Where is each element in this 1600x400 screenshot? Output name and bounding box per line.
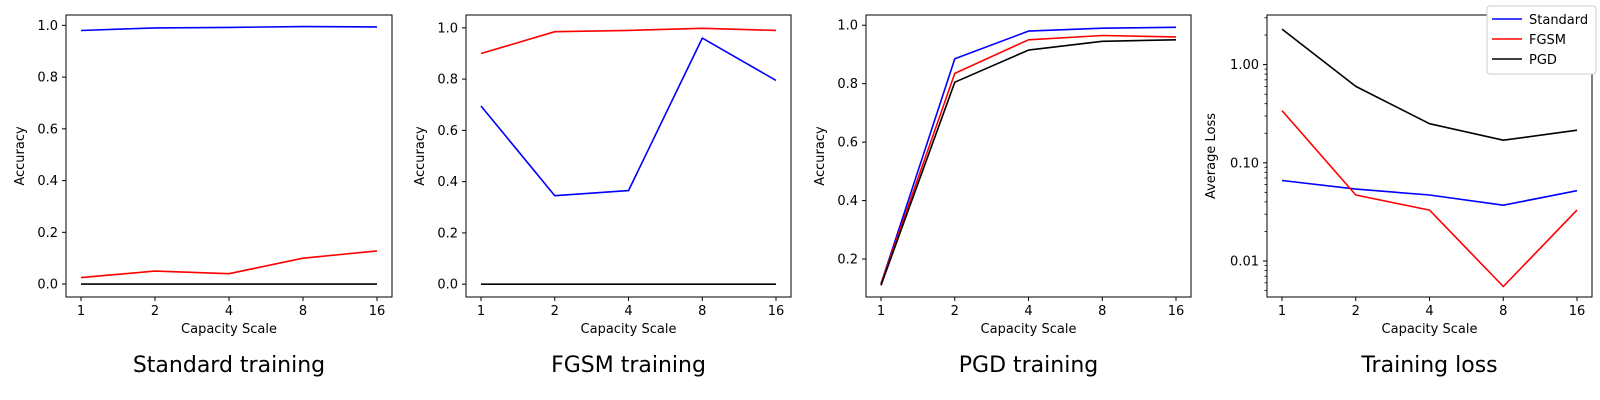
x-tick-label: 1	[877, 304, 885, 319]
x-axis-label: Capacity Scale	[1382, 322, 1478, 337]
legend-label-standard: Standard	[1529, 13, 1588, 28]
x-axis-label: Capacity Scale	[181, 322, 277, 337]
y-tick-label: 0.8	[837, 77, 858, 92]
subplot-caption: Standard training	[133, 353, 325, 378]
y-tick-label: 1.0	[837, 19, 858, 34]
y-tick-label: 0.4	[437, 175, 458, 190]
y-tick-label: 0.2	[37, 226, 58, 241]
x-tick-label: 1	[77, 304, 85, 319]
legend-label-fgsm: FGSM	[1529, 33, 1566, 48]
y-tick-label: 0.8	[437, 73, 458, 88]
legend-box	[1486, 5, 1597, 75]
subplot-caption: PGD training	[959, 353, 1098, 378]
x-tick-label: 16	[768, 304, 785, 319]
y-tick-label: 0.0	[437, 278, 458, 293]
x-tick-label: 1	[1278, 304, 1286, 319]
series-line-standard	[480, 37, 777, 197]
x-axis-label: Capacity Scale	[581, 322, 677, 337]
x-tick-label: 8	[1098, 304, 1106, 319]
x-tick-label: 8	[1499, 304, 1507, 319]
y-tick-label: 0.01	[1230, 255, 1259, 270]
y-tick-label: 0.2	[837, 253, 858, 268]
y-tick-label: 0.10	[1230, 156, 1259, 171]
y-axis-label: Accuracy	[813, 126, 828, 186]
x-tick-label: 4	[624, 304, 632, 319]
subplot-4: 1 2 4 8 16 0.01 0.10 1.00 Capacity Scale Average …	[1204, 5, 1597, 378]
x-tick-label: 1	[477, 304, 485, 319]
y-tick-label: 1.00	[1230, 58, 1259, 73]
legend: Standard FGSM PGD	[1486, 5, 1597, 75]
series-line-pgd	[1281, 28, 1578, 141]
y-tick-label: 1.0	[437, 21, 458, 36]
series-line-fgsm	[480, 27, 777, 55]
subplot-3: 1 2 4 8 16 0.2 0.4 0.6 0.8 1.0 Capacity Scale Accur…	[813, 14, 1192, 378]
series-line-standard	[1281, 179, 1578, 206]
x-tick-label: 2	[1352, 304, 1360, 319]
axes-frame	[465, 14, 792, 298]
x-tick-label: 16	[1569, 304, 1586, 319]
y-axis-label: Average Loss	[1204, 113, 1219, 199]
x-tick-label: 16	[1168, 304, 1185, 319]
y-axis-label: Accuracy	[13, 126, 28, 186]
x-tick-label: 4	[1024, 304, 1032, 319]
y-tick-label: 0.6	[437, 124, 458, 139]
legend-label-pgd: PGD	[1529, 53, 1557, 68]
y-tick-label: 0.2	[437, 226, 458, 241]
series-line-standard	[880, 26, 1177, 285]
x-tick-label: 8	[299, 304, 307, 319]
x-tick-label: 2	[151, 304, 159, 319]
series-line-fgsm	[80, 250, 378, 279]
x-tick-label: 16	[369, 304, 386, 319]
x-axis-label: Capacity Scale	[981, 322, 1077, 337]
series-line-fgsm	[880, 34, 1177, 285]
y-tick-label: 0.0	[37, 278, 58, 293]
series-line-standard	[80, 25, 378, 32]
subplot-caption: Training loss	[1360, 353, 1497, 378]
y-tick-label: 0.8	[37, 71, 58, 86]
subplot-1: 1 2 4 8 16 0.0 0.2 0.4 0.6 0.8 1.0 Capacity Scale Ac…	[13, 14, 393, 378]
series-line-fgsm	[1281, 110, 1578, 288]
series-line-pgd	[880, 39, 1177, 286]
subplot-caption: FGSM training	[551, 353, 706, 378]
subplot-2: 1 2 4 8 16 0.0 0.2 0.4 0.6 0.8 1.0 Capacity Scale Ac…	[413, 14, 792, 378]
y-tick-label: 0.4	[37, 174, 58, 189]
x-tick-label: 2	[951, 304, 959, 319]
x-tick-label: 2	[551, 304, 559, 319]
x-tick-label: 4	[225, 304, 233, 319]
y-tick-label: 1.0	[37, 19, 58, 34]
y-tick-label: 0.6	[37, 122, 58, 137]
x-tick-label: 8	[698, 304, 706, 319]
x-tick-label: 4	[1425, 304, 1433, 319]
y-tick-label: 0.6	[837, 136, 858, 151]
axes-frame	[865, 14, 1192, 298]
y-tick-label: 0.4	[837, 194, 858, 209]
y-axis-label: Accuracy	[413, 126, 428, 186]
